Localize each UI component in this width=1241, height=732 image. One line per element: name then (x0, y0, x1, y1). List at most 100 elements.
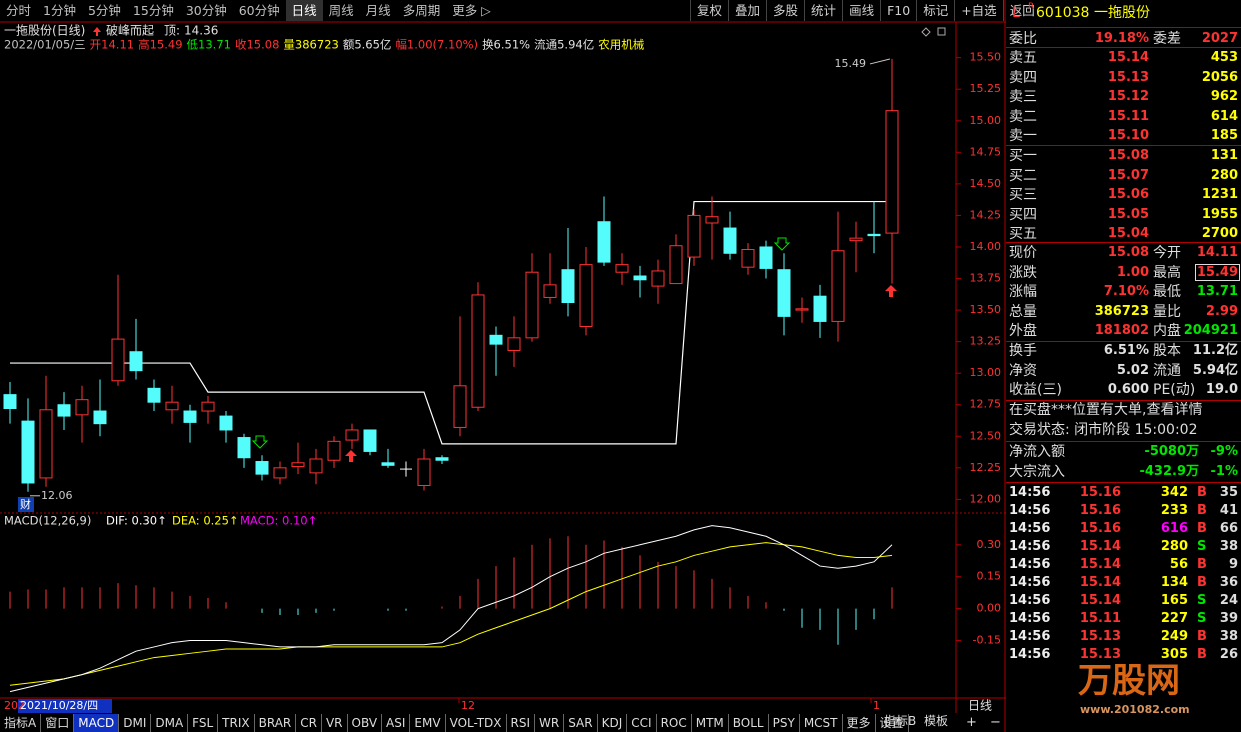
indicator-tab[interactable]: ROC (657, 714, 692, 732)
tick-time: 14:56 (1009, 593, 1051, 608)
candle-body (489, 334, 503, 345)
tick-side: S (1197, 611, 1207, 626)
candle-body (507, 337, 521, 351)
period-tab[interactable]: 多周期 (402, 3, 441, 18)
indicator-tab[interactable]: 指标B (884, 714, 917, 728)
tick-price: 15.14 (1079, 575, 1121, 590)
value: 386723 (1094, 303, 1149, 319)
tick-side: B (1197, 575, 1207, 590)
period-tab[interactable]: 30分钟 (185, 3, 227, 18)
indicator-tab[interactable]: MCST (800, 714, 843, 732)
candle-body (219, 415, 233, 431)
candle-body (633, 275, 647, 281)
zoom-button[interactable]: + (966, 715, 977, 730)
indicator-tab[interactable]: 指标A (0, 714, 42, 732)
period-tab[interactable]: 1分钟 (43, 3, 76, 18)
tool-button[interactable]: 返回 (1002, 0, 1041, 21)
indicator-tab[interactable]: 模板 (924, 714, 949, 728)
tool-button[interactable]: 叠加 (728, 0, 766, 21)
period-tab[interactable]: 60分钟 (238, 3, 280, 18)
indicator-tab[interactable]: CCI (627, 714, 657, 732)
y-tick-label: 12.75 (970, 398, 1002, 411)
candle-body (147, 387, 161, 403)
tool-button[interactable]: F10 (880, 0, 916, 21)
period-tab[interactable]: 分时 (6, 3, 32, 18)
zoom-button[interactable]: − (990, 715, 1001, 730)
label: 卖四 (1009, 69, 1037, 86)
indicator-tab[interactable]: PSY (769, 714, 800, 732)
volume: 1231 (1201, 187, 1238, 202)
indicator-tab[interactable]: 窗口 (41, 714, 75, 732)
candle-body (687, 214, 701, 258)
indicator-tab[interactable]: VOL-TDX (446, 714, 507, 732)
chart-bg (0, 22, 1006, 714)
indicator-tab[interactable]: DMA (151, 714, 189, 732)
percent: -9% (1210, 444, 1238, 459)
tick-count: 36 (1219, 575, 1238, 590)
tool-button[interactable]: 标记 (916, 0, 954, 21)
period-tab[interactable]: 周线 (328, 3, 354, 18)
volume: 131 (1210, 148, 1238, 163)
indicator-tab[interactable]: KDJ (598, 714, 628, 732)
candle-body (543, 284, 557, 298)
indicator-tab[interactable]: 设置 (876, 714, 909, 732)
date-label: 12 (461, 699, 475, 712)
period-tab[interactable]: 更多 ▷ (452, 3, 491, 18)
y-tick-label: 0.30 (977, 538, 1002, 551)
indicator-tab[interactable]: TRIX (218, 714, 255, 732)
tick-price: 15.13 (1079, 629, 1121, 644)
indicator-tab[interactable]: MTM (692, 714, 729, 732)
candle-body (309, 458, 323, 474)
indicator-tab[interactable]: WR (535, 714, 565, 732)
tick-price: 15.14 (1079, 593, 1121, 608)
y-tick-label: 13.75 (970, 272, 1002, 285)
tick-volume: 56 (1169, 557, 1188, 572)
tick-time: 14:56 (1009, 521, 1051, 536)
value: 15.49 (1194, 263, 1241, 281)
price: 15.14 (1107, 50, 1149, 65)
indicator-tab[interactable]: BRAR (255, 714, 297, 732)
tool-button[interactable]: +自选 (954, 0, 1002, 21)
tool-button[interactable]: 复权 (690, 0, 728, 21)
notice[interactable]: 在买盘***位置有大单,查看详情 (1009, 402, 1203, 418)
period-tab[interactable]: 15分钟 (132, 3, 174, 18)
indicator-tab[interactable]: OBV (348, 714, 383, 732)
value: 0.600 (1107, 382, 1149, 397)
period-tab[interactable]: 日线 (285, 0, 323, 21)
indicator-tab[interactable]: SAR (564, 714, 598, 732)
info-item: 额5.65亿 (343, 38, 392, 52)
high-pointer (869, 58, 891, 65)
tick-count: 24 (1219, 593, 1238, 608)
indicator-name: 破峰而起 (106, 23, 154, 38)
period-tab[interactable]: 5分钟 (87, 3, 121, 18)
label: 量比 (1153, 303, 1181, 320)
period-tab[interactable]: 月线 (365, 3, 391, 18)
tick-count: 38 (1219, 539, 1238, 554)
tool-button[interactable]: 多股 (766, 0, 804, 21)
tick-side: B (1197, 503, 1207, 518)
candle-body (381, 462, 395, 466)
candle-body (813, 295, 827, 322)
indicator-tab[interactable]: 更多 (843, 714, 876, 732)
indicator-tab[interactable]: DMI (119, 714, 152, 732)
info-item: 收15.08 (235, 38, 279, 52)
indicator-tab[interactable]: VR (322, 714, 348, 732)
label: 买三 (1009, 187, 1037, 203)
indicator-tab[interactable]: EMV (410, 714, 446, 732)
stock-code: 601038 (1036, 5, 1090, 21)
indicator-tab[interactable]: BOLL (729, 714, 769, 732)
peak-label: 顶: (164, 24, 180, 38)
indicator-tab[interactable]: FSL (188, 714, 219, 732)
indicator-tab[interactable]: RSI (507, 714, 536, 732)
tool-button[interactable]: 画线 (842, 0, 880, 21)
date-label: 1 (873, 699, 880, 712)
quote-panel: L R 601038 一拖股份 委比 19.18% 委差 2027 卖五 15.14 453 卖四 15… (1006, 0, 1241, 732)
indicator-tab[interactable]: CR (296, 714, 322, 732)
chart-title: 一拖股份(日线) (4, 24, 85, 38)
indicator-tab[interactable]: MACD (74, 714, 120, 732)
high-label: 15.49 (835, 57, 867, 70)
candle-body (579, 264, 593, 327)
label: 卖三 (1009, 89, 1037, 105)
indicator-tab[interactable]: ASI (382, 714, 411, 732)
tool-button[interactable]: 统计 (804, 0, 842, 21)
